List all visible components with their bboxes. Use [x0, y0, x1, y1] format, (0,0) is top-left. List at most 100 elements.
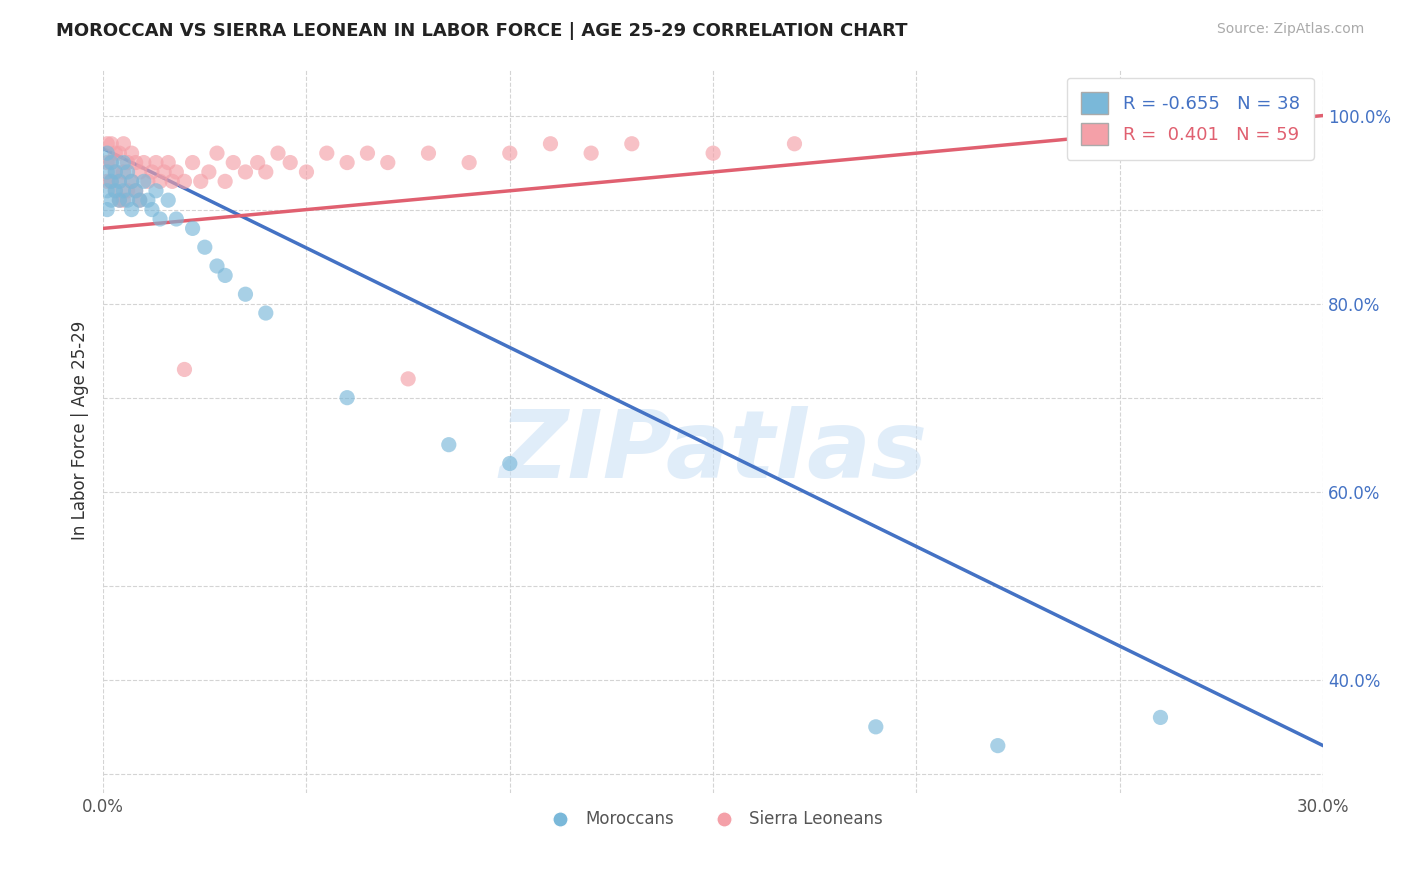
Point: [112, 193, 135, 207]
Point: [205, 146, 228, 161]
Point: [205, 259, 228, 273]
Point: [865, 720, 887, 734]
Point: [336, 155, 359, 169]
Point: [499, 457, 522, 471]
Point: [194, 240, 217, 254]
Point: [181, 155, 204, 169]
Point: [121, 202, 143, 217]
Point: [987, 739, 1010, 753]
Point: [128, 165, 150, 179]
Point: [214, 268, 236, 283]
Point: [117, 193, 139, 207]
Point: [783, 136, 806, 151]
Point: [295, 165, 318, 179]
Point: [96, 146, 118, 161]
Point: [222, 155, 245, 169]
Point: [396, 372, 419, 386]
Point: [173, 362, 195, 376]
Point: [254, 306, 277, 320]
Point: [128, 193, 150, 207]
Point: [132, 155, 155, 169]
Point: [235, 165, 257, 179]
Point: [246, 155, 269, 169]
Point: [173, 174, 195, 188]
Point: [124, 184, 146, 198]
Point: [418, 146, 440, 161]
Point: [124, 155, 146, 169]
Point: [141, 165, 163, 179]
Point: [117, 184, 139, 198]
Point: [117, 165, 139, 179]
Point: [165, 212, 187, 227]
Point: [96, 136, 118, 151]
Legend: Moroccans, Sierra Leoneans: Moroccans, Sierra Leoneans: [537, 804, 890, 835]
Point: [112, 184, 135, 198]
Point: [128, 193, 150, 207]
Point: [136, 174, 159, 188]
Text: Source: ZipAtlas.com: Source: ZipAtlas.com: [1216, 22, 1364, 37]
Text: ZIPatlas: ZIPatlas: [499, 407, 927, 499]
Point: [100, 136, 122, 151]
Point: [356, 146, 378, 161]
Point: [437, 438, 460, 452]
Point: [540, 136, 562, 151]
Point: [165, 165, 187, 179]
Point: [117, 155, 139, 169]
Point: [157, 155, 180, 169]
Point: [108, 174, 131, 188]
Point: [100, 174, 122, 188]
Point: [336, 391, 359, 405]
Point: [162, 174, 184, 188]
Point: [145, 155, 167, 169]
Point: [108, 146, 131, 161]
Point: [153, 165, 176, 179]
Point: [141, 202, 163, 217]
Y-axis label: In Labor Force | Age 25-29: In Labor Force | Age 25-29: [72, 321, 89, 541]
Point: [96, 155, 118, 169]
Point: [198, 165, 221, 179]
Point: [121, 174, 143, 188]
Point: [121, 174, 143, 188]
Point: [108, 193, 131, 207]
Point: [96, 165, 118, 179]
Point: [132, 174, 155, 188]
Point: [121, 146, 143, 161]
Point: [112, 155, 135, 169]
Point: [278, 155, 301, 169]
Point: [214, 174, 236, 188]
Point: [499, 146, 522, 161]
Point: [108, 193, 131, 207]
Text: MOROCCAN VS SIERRA LEONEAN IN LABOR FORCE | AGE 25-29 CORRELATION CHART: MOROCCAN VS SIERRA LEONEAN IN LABOR FORC…: [56, 22, 908, 40]
Point: [100, 155, 122, 169]
Point: [104, 165, 127, 179]
Point: [108, 174, 131, 188]
Point: [254, 165, 277, 179]
Point: [112, 165, 135, 179]
Point: [702, 146, 724, 161]
Point: [149, 212, 172, 227]
Point: [157, 193, 180, 207]
Point: [267, 146, 290, 161]
Point: [190, 174, 212, 188]
Point: [112, 136, 135, 151]
Point: [96, 184, 118, 198]
Point: [124, 184, 146, 198]
Point: [1149, 710, 1171, 724]
Point: [377, 155, 399, 169]
Point: [136, 193, 159, 207]
Point: [145, 184, 167, 198]
Point: [235, 287, 257, 301]
Point: [104, 184, 127, 198]
Point: [96, 174, 118, 188]
Point: [100, 193, 122, 207]
Point: [149, 174, 172, 188]
Point: [104, 184, 127, 198]
Point: [620, 136, 643, 151]
Point: [100, 174, 122, 188]
Point: [181, 221, 204, 235]
Point: [104, 146, 127, 161]
Point: [579, 146, 602, 161]
Point: [315, 146, 337, 161]
Point: [458, 155, 481, 169]
Point: [104, 165, 127, 179]
